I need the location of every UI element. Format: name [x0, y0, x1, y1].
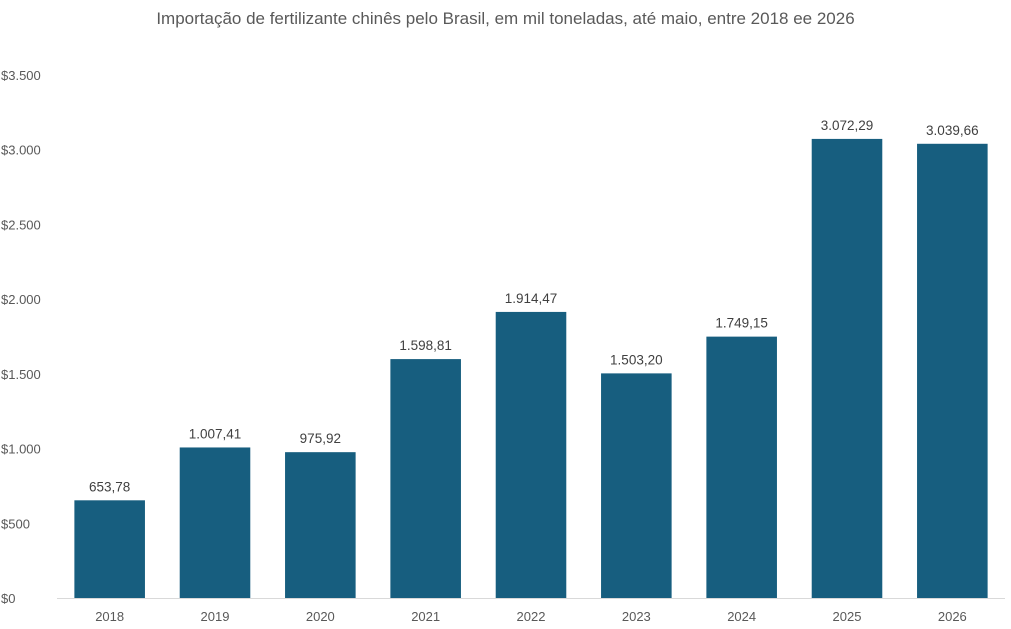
y-tick-label: $3.000	[1, 143, 41, 158]
bar-2023	[601, 373, 672, 598]
y-tick-label: $2.500	[1, 217, 41, 232]
chart-title: Importação de fertilizante chinês pelo B…	[156, 9, 855, 28]
bar-2021	[390, 359, 461, 598]
x-tick-label-2022: 2022	[517, 609, 546, 624]
y-axis-ticks: $0 $500 $1.000 $1.500 $2.000 $2.500 $3.000 $3.5…	[1, 68, 41, 606]
x-tick-label-2019: 2019	[201, 609, 230, 624]
bars	[74, 138, 988, 598]
bar-2019	[179, 447, 251, 598]
data-label-2025: 3.072,29	[821, 118, 874, 133]
y-tick-label: $2.000	[1, 292, 41, 307]
data-label-2024: 1.749,15	[715, 316, 768, 331]
y-tick-label: $1.000	[1, 442, 41, 457]
data-label-2019: 1.007,41	[189, 426, 242, 441]
bar-2020	[285, 452, 356, 598]
bar-2025	[811, 138, 883, 598]
data-label-2023: 1.503,20	[610, 352, 663, 367]
bar-2026	[917, 143, 988, 598]
x-tick-label-2023: 2023	[622, 609, 651, 624]
x-axis-ticks: 2018 2019 2020 2021 2022 2023 2024 2025 2026	[95, 609, 967, 624]
bar-2018	[74, 500, 145, 598]
data-labels: 653,78 1.007,41 975,92 1.598,81 1.914,47 1.50…	[89, 118, 979, 494]
data-label-2022: 1.914,47	[505, 291, 558, 306]
data-label-2018: 653,78	[89, 479, 130, 494]
x-tick-label-2026: 2026	[938, 609, 967, 624]
data-label-2020: 975,92	[300, 431, 341, 446]
data-label-2026: 3.039,66	[926, 123, 979, 138]
bar-2024	[706, 336, 777, 598]
y-tick-label: $1.500	[1, 367, 41, 382]
y-tick-label: $3.500	[1, 68, 41, 83]
x-tick-label-2018: 2018	[95, 609, 124, 624]
x-tick-label-2025: 2025	[833, 609, 862, 624]
x-tick-label-2021: 2021	[411, 609, 440, 624]
bar-2022	[495, 311, 567, 598]
y-tick-label: $0	[1, 591, 15, 606]
y-tick-label: $500	[1, 516, 30, 531]
x-tick-label-2024: 2024	[727, 609, 756, 624]
x-tick-label-2020: 2020	[306, 609, 335, 624]
data-label-2021: 1.598,81	[399, 338, 452, 353]
